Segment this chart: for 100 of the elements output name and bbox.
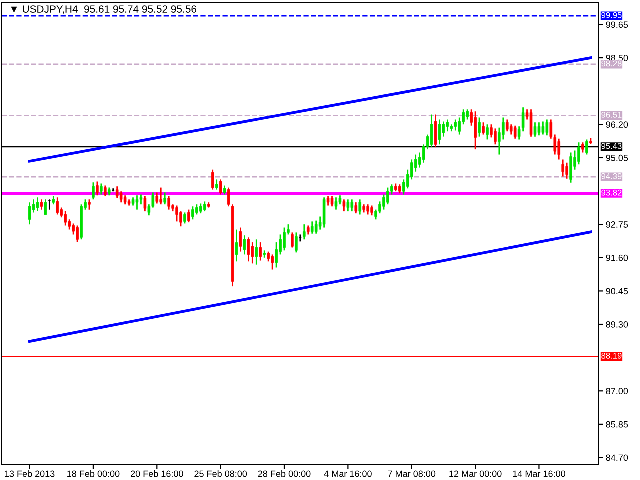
y-tick-label: 85.85 [606, 421, 628, 428]
candlestick [247, 236, 250, 262]
candlestick [259, 242, 262, 262]
candlestick [414, 154, 418, 173]
candlestick [219, 178, 222, 196]
y-tick-label: 89.30 [606, 321, 628, 328]
candlestick [482, 122, 485, 136]
candlestick [251, 242, 254, 264]
candlestick [239, 227, 242, 253]
chart-title: ▼ USDJPY,H4 95.61 95.74 95.52 95.56 [11, 6, 197, 14]
x-tick-label: 12 Mar 00:00 [450, 470, 502, 478]
candlestick [546, 119, 549, 136]
candlestick [188, 209, 190, 224]
candlestick [28, 202, 32, 226]
candlestick [582, 142, 584, 154]
candlestick [120, 190, 123, 204]
ref-line-label: 99.95 [602, 12, 622, 18]
candlestick [160, 187, 163, 206]
ref-line-label: 93.82 [602, 190, 622, 196]
x-tick-label: 13 Feb 2013 [5, 470, 55, 478]
candlestick [36, 196, 40, 212]
candlestick [104, 185, 107, 198]
candlestick [438, 119, 442, 146]
candlestick [334, 196, 338, 211]
y-tick-label: 99.65 [606, 22, 628, 28]
candlestick [366, 204, 370, 216]
candlestick [283, 227, 286, 252]
ref-line-label: 88.19 [602, 353, 622, 359]
y-tick-label: 84.70 [606, 454, 628, 462]
candlestick [310, 220, 314, 235]
candlestick [370, 205, 374, 216]
candlestick [291, 232, 294, 248]
y-tick-label: 95.05 [606, 154, 628, 162]
candlestick [466, 108, 469, 120]
candlestick [211, 169, 214, 191]
candlestick [235, 229, 238, 262]
candlestick [295, 232, 298, 254]
candlestick [506, 119, 509, 132]
x-tick-label: 25 Feb 08:00 [194, 470, 248, 478]
candlestick [454, 119, 458, 132]
candlestick [76, 225, 79, 244]
ref-line-label: 96.51 [602, 112, 622, 118]
candlestick [330, 196, 334, 208]
x-tick-label: 4 Mar 16:00 [324, 470, 372, 478]
candlestick [586, 139, 588, 156]
candlestick [382, 194, 386, 211]
candlestick [502, 117, 505, 140]
candlestick [530, 108, 533, 138]
candlestick [434, 114, 438, 148]
x-tick-label: 18 Feb 00:00 [68, 470, 120, 478]
candlestick [275, 242, 278, 268]
x-tick-label: 20 Feb 16:00 [130, 470, 184, 478]
candlestick [386, 187, 390, 206]
x-tick-label: 28 Feb 00:00 [258, 470, 311, 478]
candlestick [144, 196, 147, 212]
candlestick [570, 152, 572, 184]
candlestick [494, 128, 497, 146]
candlestick [354, 202, 358, 214]
candlestick [534, 122, 537, 138]
candlestick [271, 254, 274, 270]
candlestick [350, 198, 354, 212]
candlestick [562, 159, 565, 178]
y-tick-label: 91.60 [606, 254, 628, 262]
candlestick [486, 124, 489, 140]
candlestick [136, 194, 139, 211]
candlestick [215, 178, 218, 191]
candlestick [478, 117, 481, 138]
y-tick-label: 92.75 [606, 222, 628, 228]
candlestick [176, 205, 178, 222]
candlestick [538, 122, 541, 136]
candlestick [184, 212, 186, 224]
ref-line-label: 94.39 [602, 173, 622, 180]
candlestick [156, 192, 159, 204]
candlestick [196, 204, 198, 216]
x-tick-label: 14 Mar 16:00 [513, 470, 566, 478]
candlestick [566, 162, 568, 180]
x-tick-label: 7 Mar 08:00 [388, 470, 436, 478]
candlestick [314, 220, 318, 235]
candlestick [96, 181, 99, 196]
y-tick-label: 96.20 [606, 122, 628, 128]
candlestick [243, 234, 246, 256]
candlestick [510, 124, 513, 136]
ref-line-label: 98.28 [602, 60, 622, 67]
candlestick [474, 110, 477, 150]
candlestick [192, 206, 194, 220]
candlestick [56, 196, 60, 216]
candlestick [180, 210, 182, 228]
candlestick [346, 198, 350, 212]
ref-line-label: 95.43 [602, 143, 622, 150]
candlestick [203, 201, 206, 212]
candlestick [64, 210, 68, 226]
candlestick [92, 182, 95, 200]
candlestick [100, 183, 103, 196]
candlestick [302, 224, 306, 240]
candlestick [44, 198, 48, 216]
candlestick [326, 196, 330, 206]
candlestick [88, 198, 91, 211]
candlestick [514, 125, 517, 140]
candlestick [267, 251, 270, 262]
candlestick [255, 238, 258, 266]
